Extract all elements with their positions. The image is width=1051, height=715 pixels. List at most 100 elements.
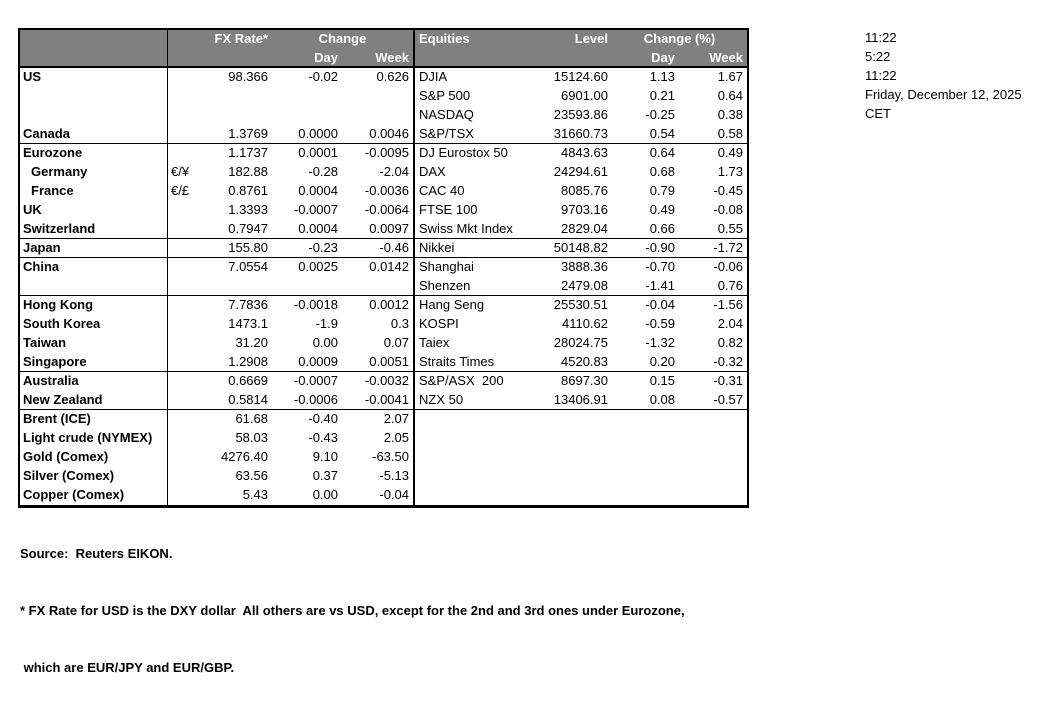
cell-equity-change-week: -0.45 [713,183,743,198]
cell-country: Eurozone [20,144,168,163]
source-note: Source: Reuters EIKON. [20,546,173,561]
cell-equity-name: CAC 40 [419,183,465,198]
cell-equity-change-day: 0.54 [612,125,684,144]
cell-country [20,106,168,125]
cell-fx-rate: 0.7947 [198,220,272,239]
cell-equity-change-day: -0.70 [645,259,675,274]
cell-equity-level: 4520.83 [522,353,612,372]
cell-equity-name: Swiss Mkt Index [415,220,522,239]
cell-equity-level [522,429,612,448]
header-equities: Equities [415,30,522,49]
cell-fx-change-week: -5.13 [347,467,415,486]
footnotes: Source: Reuters EIKON. * FX Rate for USD… [20,506,685,715]
cell-equity-name: NZX 50 [415,391,522,410]
cell-fx-change-day: -0.28 [308,164,338,179]
cell-fx-change-day: -1.9 [315,316,338,331]
cell-fx-change-day: -0.0007 [293,202,338,217]
cell-equity-level: 2479.08 [522,277,612,296]
cell-equity-change-week: 0.76 [684,277,747,296]
timestamp-block: 11:22 5:22 11:22 Friday, December 12, 20… [865,28,1022,123]
cell-equity-change-day: -0.25 [645,107,675,122]
cell-fx-change-day: 0.0000 [272,125,347,144]
cell-equity-change-week: 1.73 [717,164,743,179]
cell-equity-change-week: -1.56 [713,297,743,312]
cell-equity-change-day [612,410,684,429]
cell-country: New Zealand [20,391,168,410]
cell-equity-change-week [684,486,747,505]
cell-equity-name [415,486,522,505]
cell-equity-change-day: 0.68 [649,164,675,179]
cell-equity-name: Taiex [419,335,450,350]
cell-fx-change-week: -0.0032 [347,372,415,391]
cell-fx-pair-symbol [168,410,198,429]
cell-fx-change-day: 0.37 [312,468,338,483]
cell-equity-name: NASDAQ [419,107,474,122]
cell-country: Singapore [20,353,168,372]
cell-equity-name: Straits Times [415,353,522,372]
cell-fx-rate [198,277,272,296]
cell-equity-change-week: -0.32 [684,353,747,372]
cell-country: Taiwan [20,334,168,353]
cell-country: Australia [20,372,168,391]
cell-fx-pair-symbol [168,467,198,486]
cell-fx-change-day: 0.00 [312,487,338,502]
cell-fx-change-week: -0.0095 [347,144,415,163]
cell-equity-change-day: -0.90 [612,239,684,258]
cell-country: Copper (Comex) [20,486,168,505]
cell-equity-change-week: 0.82 [717,335,743,350]
cell-equity-change-day: 0.08 [612,391,684,410]
cell-equity-change-week: 0.38 [717,107,743,122]
header-fx-rate: FX Rate* [198,30,272,49]
cell-equity-name [415,448,522,467]
cell-equity-name: Hang Seng [419,297,485,312]
cell-fx-pair-symbol [168,353,198,372]
cell-equity-level: 4843.63 [561,145,608,160]
cell-fx-change-week: 0.0097 [347,220,415,239]
header-blank [522,49,612,68]
cell-equity-name: Shanghai [419,259,474,274]
cell-equity-change-week: -0.06 [713,259,743,274]
cell-equity-level: 8085.76 [561,183,608,198]
cell-country: Hong Kong [20,296,168,315]
cell-equity-change-day: 0.66 [612,220,684,239]
cell-country: Light crude (NYMEX) [20,429,168,448]
cell-fx-pair-symbol: €/£ [171,183,190,198]
cell-fx-pair-symbol [168,372,198,391]
timestamp-line: 11:22 [865,68,897,83]
cell-fx-change-day: 0.0001 [298,145,338,160]
cell-equity-change-day: 1.13 [649,69,675,84]
cell-fx-change-week: -0.04 [347,486,415,505]
cell-country: US [20,68,168,87]
cell-fx-change-day: -0.0007 [293,373,338,388]
cell-equity-change-week [684,448,747,467]
cell-equity-change-week: 0.55 [684,220,747,239]
cell-equity-change-week [684,410,747,429]
cell-fx-pair-symbol [168,87,198,106]
header-fx-week: Week [347,49,415,68]
cell-equity-name: Nikkei [415,239,522,258]
cell-fx-change-day [272,106,347,125]
cell-fx-pair-symbol: €/¥ [171,164,190,179]
cell-fx-change-day: 0.0025 [298,259,338,274]
cell-equity-change-day: 0.15 [649,373,675,388]
cell-fx-change-week: -2.04 [347,163,415,182]
cell-fx-change-day: -0.02 [308,69,338,84]
cell-equity-level: 24294.61 [553,164,608,179]
cell-fx-change-day [272,87,347,106]
cell-country: Canada [20,125,168,144]
cell-country: Brent (ICE) [20,410,168,429]
header-equity-day: Day [612,49,684,68]
header-blank [198,49,272,68]
cell-fx-rate: 61.68 [235,411,268,426]
cell-equity-change-week: 2.04 [717,316,743,331]
cell-equity-name: KOSPI [419,316,459,331]
cell-equity-level: 4110.62 [561,316,608,331]
cell-fx-pair-symbol [168,334,198,353]
cell-equity-name: S&P 500 [419,88,471,103]
cell-fx-pair-symbol [168,106,198,125]
cell-fx-change-week: 0.3 [347,315,415,334]
cell-fx-rate: 31.20 [235,335,268,350]
header-blank [415,49,522,68]
cell-fx-change-day: 0.00 [312,335,338,350]
cell-equity-change-day: 0.64 [649,145,675,160]
